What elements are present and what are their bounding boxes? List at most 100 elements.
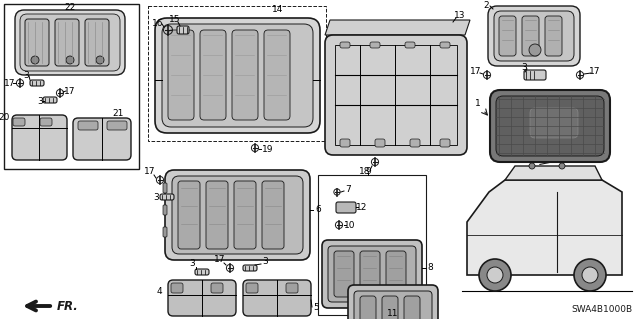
Circle shape — [574, 259, 606, 291]
FancyBboxPatch shape — [163, 227, 167, 237]
FancyBboxPatch shape — [410, 139, 420, 147]
FancyBboxPatch shape — [168, 30, 194, 120]
Bar — [148, 6, 326, 141]
Text: 3: 3 — [23, 70, 29, 79]
Text: 17: 17 — [4, 78, 16, 87]
FancyBboxPatch shape — [85, 19, 109, 66]
Text: 11: 11 — [387, 308, 399, 317]
FancyBboxPatch shape — [73, 118, 131, 160]
FancyBboxPatch shape — [522, 16, 539, 56]
FancyBboxPatch shape — [405, 42, 415, 48]
Text: 10: 10 — [344, 220, 356, 229]
FancyBboxPatch shape — [440, 139, 450, 147]
FancyBboxPatch shape — [360, 296, 376, 319]
Polygon shape — [467, 180, 622, 275]
Text: 20: 20 — [0, 114, 10, 122]
Text: FR.: FR. — [57, 300, 79, 313]
FancyBboxPatch shape — [494, 11, 574, 61]
FancyBboxPatch shape — [354, 291, 432, 319]
Text: 3: 3 — [153, 194, 159, 203]
Text: 17: 17 — [470, 68, 482, 77]
Bar — [519, 168, 554, 178]
Circle shape — [529, 44, 541, 56]
FancyBboxPatch shape — [336, 202, 356, 213]
Bar — [335, 45, 457, 145]
FancyBboxPatch shape — [200, 30, 226, 120]
FancyBboxPatch shape — [322, 240, 422, 308]
FancyBboxPatch shape — [340, 42, 350, 48]
FancyBboxPatch shape — [325, 35, 467, 155]
FancyBboxPatch shape — [524, 70, 546, 80]
Text: 2: 2 — [483, 1, 489, 10]
FancyBboxPatch shape — [78, 121, 98, 130]
FancyBboxPatch shape — [30, 80, 44, 86]
Circle shape — [31, 56, 39, 64]
Circle shape — [66, 56, 74, 64]
FancyBboxPatch shape — [375, 139, 385, 147]
Text: 12: 12 — [356, 203, 368, 211]
FancyBboxPatch shape — [206, 181, 228, 249]
FancyBboxPatch shape — [334, 251, 354, 297]
Text: 9: 9 — [365, 167, 371, 175]
FancyBboxPatch shape — [195, 269, 209, 275]
FancyBboxPatch shape — [171, 283, 183, 293]
FancyBboxPatch shape — [264, 30, 290, 120]
Text: 22: 22 — [65, 4, 76, 12]
FancyBboxPatch shape — [262, 181, 284, 249]
FancyBboxPatch shape — [12, 115, 67, 160]
FancyBboxPatch shape — [55, 19, 79, 66]
FancyBboxPatch shape — [155, 18, 320, 133]
FancyBboxPatch shape — [162, 24, 313, 127]
FancyBboxPatch shape — [545, 16, 562, 56]
FancyBboxPatch shape — [360, 251, 380, 297]
FancyBboxPatch shape — [163, 183, 167, 193]
FancyBboxPatch shape — [177, 26, 189, 34]
Text: 21: 21 — [112, 108, 124, 117]
FancyBboxPatch shape — [246, 283, 258, 293]
Polygon shape — [505, 166, 602, 180]
Bar — [318, 175, 426, 315]
FancyBboxPatch shape — [370, 42, 380, 48]
Text: 7: 7 — [345, 186, 351, 195]
FancyBboxPatch shape — [163, 205, 167, 215]
FancyBboxPatch shape — [232, 30, 258, 120]
FancyBboxPatch shape — [20, 14, 120, 71]
Text: 17: 17 — [214, 256, 226, 264]
FancyBboxPatch shape — [382, 296, 398, 319]
FancyBboxPatch shape — [172, 176, 303, 254]
FancyBboxPatch shape — [243, 265, 257, 271]
Circle shape — [559, 163, 565, 169]
FancyBboxPatch shape — [40, 118, 52, 126]
Text: 17: 17 — [589, 68, 601, 77]
FancyBboxPatch shape — [160, 194, 174, 200]
FancyBboxPatch shape — [15, 10, 125, 75]
FancyBboxPatch shape — [43, 97, 57, 103]
FancyBboxPatch shape — [328, 246, 416, 302]
FancyBboxPatch shape — [13, 118, 25, 126]
Text: 3: 3 — [189, 259, 195, 269]
Text: 15: 15 — [169, 16, 180, 25]
Text: 19: 19 — [262, 145, 274, 154]
Text: 17: 17 — [144, 167, 156, 176]
Bar — [4, 4, 139, 169]
Text: 3: 3 — [521, 63, 527, 71]
Text: 18: 18 — [359, 167, 371, 176]
Text: 5: 5 — [313, 303, 319, 313]
FancyBboxPatch shape — [25, 19, 49, 66]
Text: SWA4B1000B: SWA4B1000B — [571, 305, 632, 314]
Text: 8: 8 — [427, 263, 433, 272]
FancyBboxPatch shape — [234, 181, 256, 249]
Circle shape — [487, 267, 503, 283]
Polygon shape — [325, 20, 470, 35]
Circle shape — [479, 259, 511, 291]
Text: 1: 1 — [476, 100, 481, 108]
FancyBboxPatch shape — [286, 283, 298, 293]
Text: 16: 16 — [152, 19, 164, 27]
FancyBboxPatch shape — [440, 42, 450, 48]
FancyBboxPatch shape — [168, 280, 236, 316]
FancyBboxPatch shape — [496, 96, 604, 156]
FancyBboxPatch shape — [499, 16, 516, 56]
FancyBboxPatch shape — [404, 296, 420, 319]
Text: 17: 17 — [64, 86, 76, 95]
FancyBboxPatch shape — [178, 181, 200, 249]
